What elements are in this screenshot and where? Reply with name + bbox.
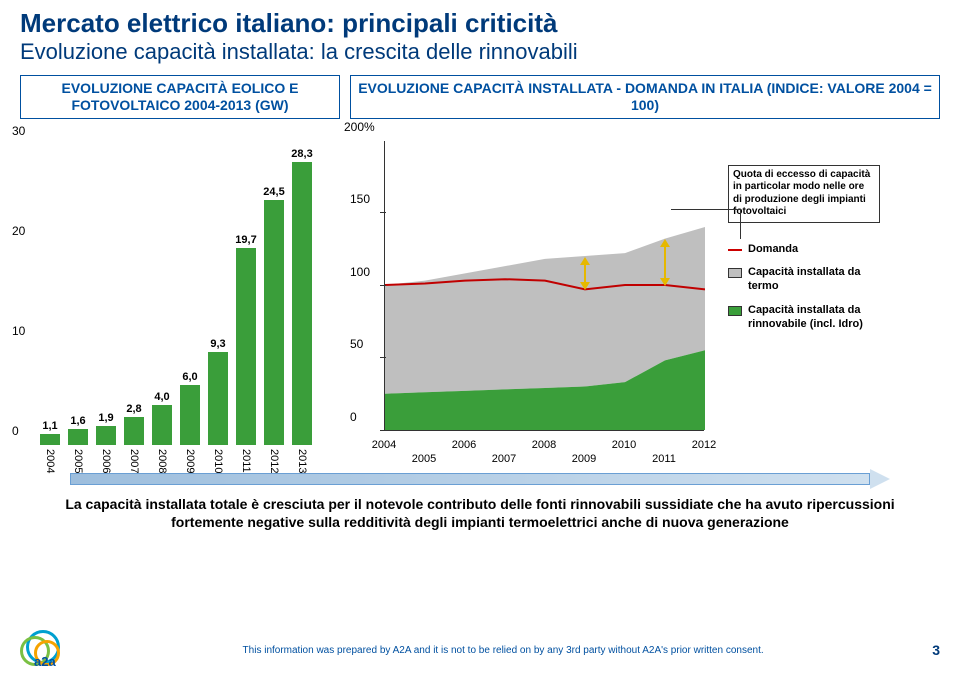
bar-slot: 2,82007 bbox=[124, 417, 144, 445]
bar-y-tick: 20 bbox=[12, 224, 25, 238]
bar-slot: 28,32013 bbox=[292, 162, 312, 445]
bar-rect bbox=[208, 352, 228, 445]
bar-value-label: 4,0 bbox=[154, 391, 169, 403]
area-x-tick: 2007 bbox=[492, 453, 516, 465]
title-block: Mercato elettrico italiano: principali c… bbox=[0, 0, 960, 67]
area-y-tick: 0 bbox=[350, 410, 357, 424]
footer: a2a This information was prepared by A2A… bbox=[0, 630, 960, 670]
legend-termo-label: Capacità installata da termo bbox=[748, 266, 880, 294]
legend-swatch-icon bbox=[728, 268, 742, 278]
legend-line-icon bbox=[728, 249, 742, 251]
area-x-tick: 2012 bbox=[692, 439, 716, 451]
legend-renew-label: Capacità installata da rinnovabile (incl… bbox=[748, 304, 880, 332]
bar-y-tick: 30 bbox=[12, 124, 25, 138]
bar-rect bbox=[236, 248, 256, 445]
bar-rect bbox=[68, 429, 88, 445]
bar-rect bbox=[96, 426, 116, 445]
subtitle: Evoluzione capacità installata: la cresc… bbox=[20, 39, 940, 65]
right-chart-column: EVOLUZIONE CAPACITÀ INSTALLATA - DOMANDA… bbox=[350, 75, 940, 465]
logo-text: a2a bbox=[34, 654, 56, 669]
excess-annotation: Quota di eccesso di capacità in particol… bbox=[728, 165, 880, 223]
bar-value-label: 6,0 bbox=[182, 371, 197, 383]
area-legend: Quota di eccesso di capacità in particol… bbox=[720, 125, 880, 465]
a2a-logo: a2a bbox=[20, 630, 74, 670]
area-chart: 050100150200%200420052006200720082009201… bbox=[350, 125, 720, 465]
legend-termo: Capacità installata da termo bbox=[728, 266, 880, 294]
bar-slot: 24,52012 bbox=[264, 200, 284, 445]
legend-demand: Domanda bbox=[728, 243, 880, 257]
bar-rect bbox=[292, 162, 312, 445]
arrow-head-icon bbox=[870, 469, 890, 489]
excess-arrow-icon bbox=[660, 239, 670, 285]
arrow-body-icon bbox=[70, 473, 870, 485]
bar-slot: 6,02009 bbox=[180, 385, 200, 445]
bar-value-label: 1,6 bbox=[70, 415, 85, 427]
summary-text: La capacità installata totale è cresciut… bbox=[30, 495, 930, 531]
bar-value-label: 24,5 bbox=[263, 186, 284, 198]
area-y-tick: 100 bbox=[350, 265, 370, 279]
bar-value-label: 19,7 bbox=[235, 234, 256, 246]
bar-rect bbox=[40, 434, 60, 445]
bar-slot: 1,12004 bbox=[40, 434, 60, 445]
area-y-tick-mark bbox=[380, 212, 386, 213]
bar-chart: 1,12004 1,62005 1,92006 2,82007 4,02008 6,020… bbox=[40, 125, 340, 465]
area-x-tick: 2009 bbox=[572, 453, 596, 465]
bar-value-label: 28,3 bbox=[291, 148, 312, 160]
bar-slot: 19,72011 bbox=[236, 248, 256, 445]
left-chart-column: EVOLUZIONE CAPACITÀ EOLICO E FOTOVOLTAIC… bbox=[20, 75, 340, 465]
area-y-tick-mark bbox=[380, 285, 386, 286]
bar-y-tick: 10 bbox=[12, 324, 25, 338]
disclaimer: This information was prepared by A2A and… bbox=[74, 645, 932, 656]
area-x-tick: 2006 bbox=[452, 439, 476, 451]
area-x-tick: 2011 bbox=[652, 453, 676, 465]
bar-slot: 9,32010 bbox=[208, 352, 228, 445]
excess-arrow-icon bbox=[580, 257, 590, 290]
area-x-tick: 2005 bbox=[412, 453, 436, 465]
bar-value-label: 1,9 bbox=[98, 412, 113, 424]
bar-plot-area: 1,12004 1,62005 1,92006 2,82007 4,02008 6,020… bbox=[40, 145, 340, 445]
page-number: 3 bbox=[932, 642, 940, 658]
area-y-tick: 50 bbox=[350, 337, 363, 351]
bar-rect bbox=[180, 385, 200, 445]
area-x-tick: 2008 bbox=[532, 439, 556, 451]
area-x-tick: 2010 bbox=[612, 439, 636, 451]
legend-demand-label: Domanda bbox=[748, 243, 798, 257]
bar-slot: 1,92006 bbox=[96, 426, 116, 445]
area-x-tick: 2004 bbox=[372, 439, 396, 451]
right-chart-title: EVOLUZIONE CAPACITÀ INSTALLATA - DOMANDA… bbox=[350, 75, 940, 119]
bar-value-label: 1,1 bbox=[42, 420, 57, 432]
area-chart-wrap: 050100150200%200420052006200720082009201… bbox=[350, 125, 940, 465]
bar-value-label: 9,3 bbox=[210, 338, 225, 350]
bar-value-label: 2,8 bbox=[126, 403, 141, 415]
bottom-block: La capacità installata totale è cresciut… bbox=[0, 465, 960, 531]
area-y-top-label: 200% bbox=[344, 120, 375, 134]
area-y-tick: 150 bbox=[350, 192, 370, 206]
main-title: Mercato elettrico italiano: principali c… bbox=[20, 8, 940, 39]
arrow-bar bbox=[70, 469, 890, 489]
bar-slot: 4,02008 bbox=[152, 405, 172, 445]
legend-renew: Capacità installata da rinnovabile (incl… bbox=[728, 304, 880, 332]
left-chart-title: EVOLUZIONE CAPACITÀ EOLICO E FOTOVOLTAIC… bbox=[20, 75, 340, 119]
area-plot bbox=[384, 141, 704, 431]
bar-rect bbox=[152, 405, 172, 445]
bar-y-tick: 0 bbox=[12, 424, 19, 438]
legend-swatch-icon bbox=[728, 306, 742, 316]
area-y-tick-mark bbox=[380, 357, 386, 358]
area-y-tick-mark bbox=[380, 430, 386, 431]
area-svg bbox=[385, 140, 705, 430]
bar-slot: 1,62005 bbox=[68, 429, 88, 445]
bar-rect bbox=[124, 417, 144, 445]
annotation-connector-icon bbox=[671, 209, 741, 239]
charts-row: EVOLUZIONE CAPACITÀ EOLICO E FOTOVOLTAIC… bbox=[0, 67, 960, 465]
bar-rect bbox=[264, 200, 284, 445]
